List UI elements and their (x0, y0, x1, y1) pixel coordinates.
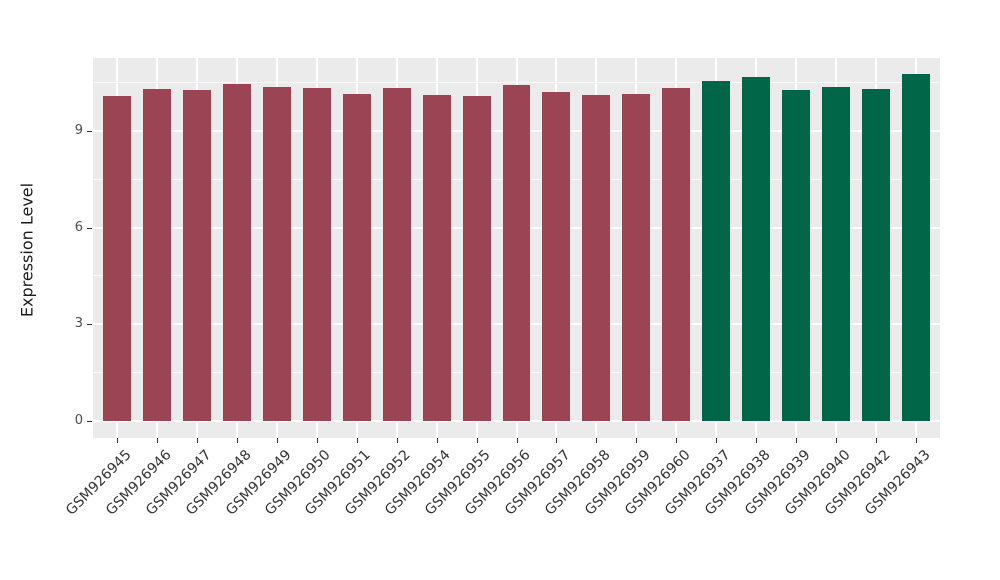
bar-GSM926948 (222, 84, 251, 421)
x-axis-tick (476, 438, 478, 443)
y-axis-tick (87, 420, 92, 422)
y-tick-label: 3 (74, 316, 83, 332)
bar-GSM926955 (462, 95, 491, 421)
y-axis-tick (87, 324, 92, 326)
bar-GSM926960 (662, 87, 691, 421)
x-axis-tick (356, 438, 358, 443)
x-axis-tick (316, 438, 318, 443)
x-axis-tick (876, 438, 878, 443)
x-axis-tick (436, 438, 438, 443)
bar-GSM926942 (862, 88, 891, 421)
x-axis-tick (556, 438, 558, 443)
x-axis-tick (676, 438, 678, 443)
x-axis-tick (916, 438, 918, 443)
y-tick-label: 6 (74, 219, 83, 235)
bar-GSM926950 (302, 87, 331, 421)
x-axis-tick (796, 438, 798, 443)
bar-GSM926954 (422, 94, 451, 421)
bar-GSM926959 (622, 93, 651, 421)
x-axis-tick (756, 438, 758, 443)
y-tick-label: 9 (74, 123, 83, 139)
x-axis-tick (516, 438, 518, 443)
x-axis-tick (156, 438, 158, 443)
bar-GSM926947 (182, 90, 211, 421)
bar-GSM926940 (822, 87, 851, 421)
x-axis-tick (596, 438, 598, 443)
x-axis-tick (836, 438, 838, 443)
bar-GSM926957 (542, 91, 571, 421)
bar-GSM926945 (102, 95, 131, 421)
bar-GSM926949 (262, 86, 291, 421)
x-axis-tick (716, 438, 718, 443)
x-axis-tick (636, 438, 638, 443)
bar-GSM926956 (502, 84, 531, 421)
y-axis-tick (87, 227, 92, 229)
bar-GSM926951 (342, 93, 371, 421)
bar-GSM926946 (142, 89, 171, 421)
x-axis-tick (276, 438, 278, 443)
x-axis-tick (196, 438, 198, 443)
bar-GSM926958 (582, 94, 611, 421)
bar-GSM926938 (742, 76, 771, 421)
bar-GSM926939 (782, 90, 811, 421)
bar-GSM926937 (702, 80, 731, 421)
x-axis-tick (396, 438, 398, 443)
y-axis-tick (87, 131, 92, 133)
plot-panel (93, 58, 940, 438)
y-axis-title: Expression Level (17, 182, 37, 318)
y-tick-label: 0 (74, 412, 83, 428)
x-axis-tick (116, 438, 118, 443)
bar-GSM926943 (902, 74, 930, 421)
bar-GSM926952 (382, 87, 411, 421)
x-axis-tick (236, 438, 238, 443)
